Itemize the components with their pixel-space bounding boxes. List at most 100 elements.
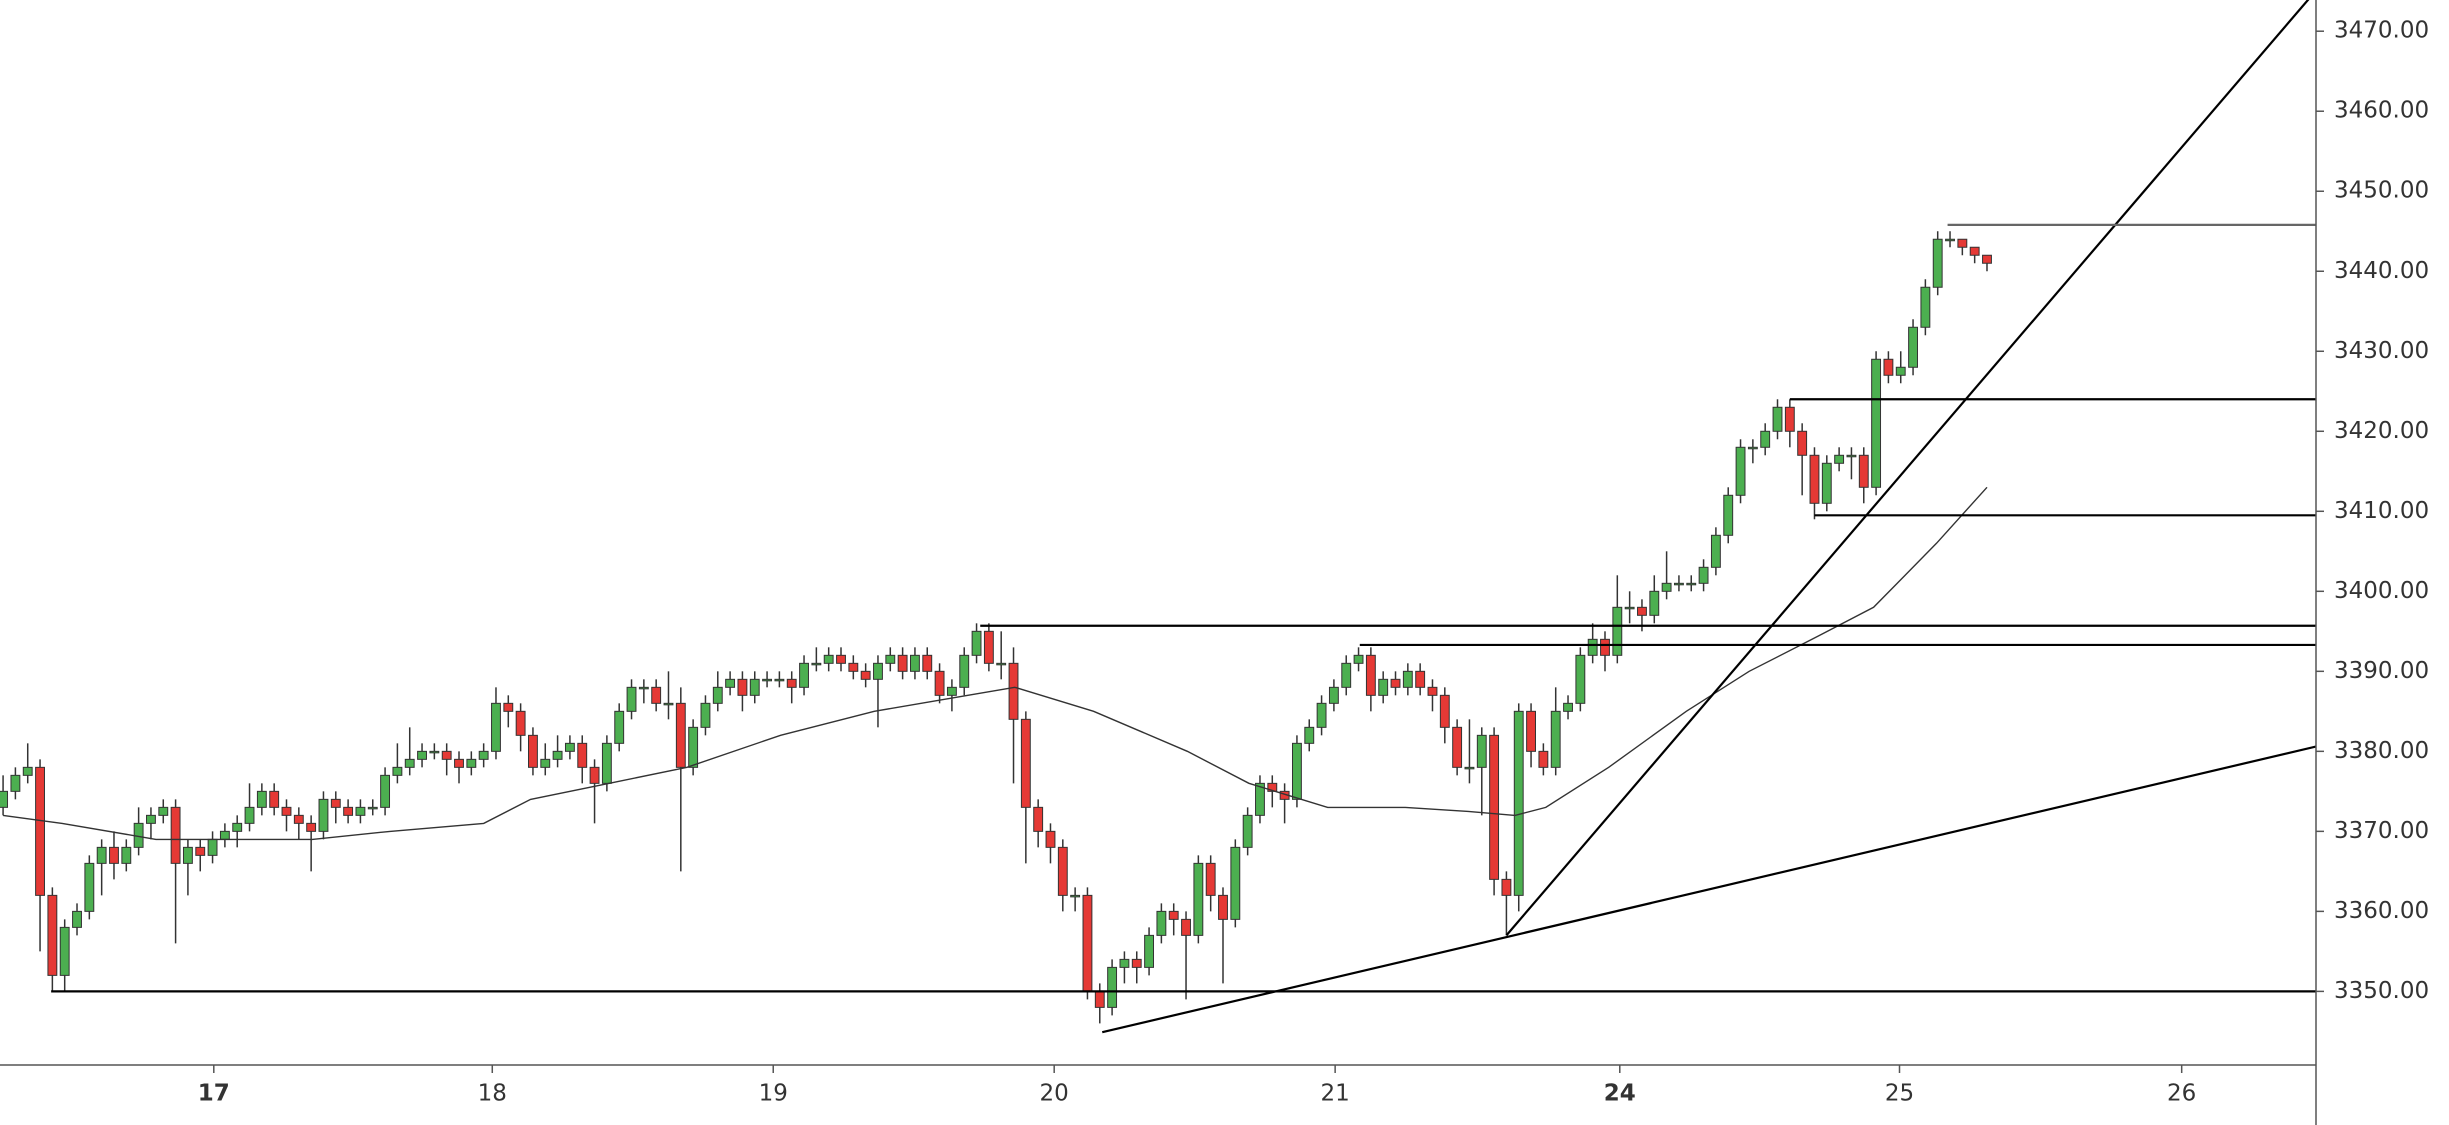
candle-body (1883, 358, 1894, 376)
candle-body (749, 678, 760, 696)
candle-body (811, 662, 822, 666)
candle-body (170, 806, 181, 864)
candle-body (121, 846, 132, 864)
candle-body (1242, 814, 1253, 848)
candle-body (392, 766, 403, 776)
candle-body (848, 662, 859, 672)
candle-body (1353, 654, 1364, 664)
candle-body (885, 654, 896, 664)
candle-body (638, 686, 649, 690)
candle-body (1735, 446, 1746, 496)
candle-body (1834, 454, 1845, 464)
candle-body (380, 774, 391, 808)
candle-body (306, 822, 317, 832)
candle-body (1649, 590, 1660, 616)
x-tick-label: 18 (478, 1081, 507, 1107)
candle-body (910, 654, 920, 672)
candle-body (1304, 726, 1315, 744)
candle-body (762, 678, 773, 682)
candle-body (1698, 566, 1709, 584)
candle-body (1637, 606, 1647, 616)
candle-body (1920, 286, 1931, 328)
candle-body (614, 710, 625, 744)
candle-body (355, 806, 366, 816)
candle-body (491, 702, 501, 752)
candle-body (1168, 910, 1179, 920)
candle-body (996, 662, 1007, 666)
candle-body (1723, 494, 1734, 536)
candle-body (1563, 702, 1573, 712)
candle-body (0, 790, 9, 808)
candle-body (1230, 846, 1241, 920)
x-tick-label: 26 (2167, 1081, 2196, 1107)
candle-body (1094, 990, 1105, 1008)
candle-body (860, 670, 871, 680)
candle-body (959, 654, 970, 688)
candle-body (528, 734, 538, 768)
candle-body (1119, 958, 1130, 968)
candle-body (1365, 654, 1376, 696)
x-tick-label: 21 (1320, 1081, 1349, 1107)
candle-body (1427, 686, 1438, 696)
y-tick-label: 3370.00 (2334, 818, 2429, 844)
candle-body (1341, 662, 1352, 688)
drawn-line (1101, 745, 2316, 1034)
candle-body (1291, 742, 1302, 800)
candle-body (799, 662, 809, 688)
candle-body (1181, 918, 1191, 936)
candle-body (1328, 686, 1339, 704)
candle-body (1008, 662, 1019, 720)
candle-body (1107, 966, 1118, 1008)
candle-body (454, 758, 464, 768)
candle-body (1218, 894, 1228, 920)
y-tick-label: 3410.00 (2334, 498, 2429, 524)
x-tick-label: 24 (1604, 1081, 1636, 1107)
candle-body (601, 742, 612, 784)
x-tick-label: 25 (1885, 1081, 1914, 1107)
candle-body (1131, 958, 1142, 968)
candle-body (1932, 238, 1943, 288)
candle-body (195, 846, 206, 856)
candle-body (1082, 894, 1093, 992)
candle-body (1957, 238, 1968, 248)
candle-body (1193, 862, 1204, 936)
candle-body (577, 742, 588, 768)
candle-body (1513, 710, 1524, 896)
candle-body (158, 806, 169, 816)
candle-body (22, 766, 33, 776)
candle-body (343, 806, 354, 816)
candle-body (1402, 670, 1413, 688)
candle-body (688, 726, 699, 768)
x-tick-label: 17 (198, 1081, 230, 1107)
y-tick-label: 3380.00 (2334, 738, 2429, 764)
candle-body (1452, 726, 1463, 768)
candle-body (47, 894, 58, 976)
candle-body (1390, 678, 1401, 688)
candle-body (1144, 934, 1155, 968)
y-tick-label: 3440.00 (2334, 258, 2429, 284)
candle-body (1575, 654, 1586, 704)
candle-body (626, 686, 637, 712)
candle-body (737, 678, 748, 696)
y-tick-label: 3430.00 (2334, 338, 2429, 364)
x-tick-label: 20 (1040, 1081, 1069, 1107)
candle-body (269, 790, 280, 808)
candle-body (503, 702, 514, 712)
candle-body (441, 750, 452, 760)
candle-body (564, 742, 575, 752)
y-tick-label: 3390.00 (2334, 658, 2429, 684)
candle-body (983, 630, 994, 664)
candle-body (1476, 734, 1487, 768)
candle-body (1033, 806, 1044, 832)
candle-body (1945, 238, 1955, 242)
candle-body (1057, 846, 1068, 896)
y-tick-label: 3450.00 (2334, 178, 2429, 204)
candle-body (897, 654, 908, 672)
candle-body (873, 662, 883, 680)
candle-body (1156, 910, 1167, 936)
candle-body (1267, 782, 1278, 792)
candle-body (219, 830, 230, 840)
candle-body (1673, 582, 1684, 586)
